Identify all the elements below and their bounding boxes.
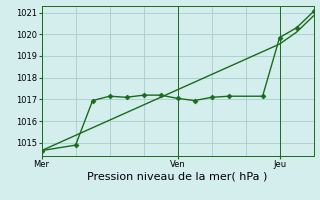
X-axis label: Pression niveau de la mer( hPa ): Pression niveau de la mer( hPa )	[87, 172, 268, 182]
